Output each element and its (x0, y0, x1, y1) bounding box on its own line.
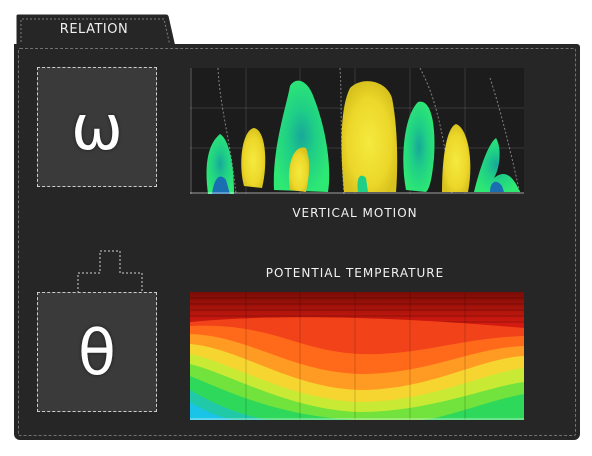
vm-contour-green (474, 138, 520, 192)
vm-contour-green (403, 101, 435, 192)
theta-symbol: θ (78, 315, 116, 389)
tab-shape (15, 13, 177, 48)
omega-symbol-box[interactable]: ω (37, 67, 157, 187)
vm-contour-green (273, 80, 330, 192)
potential-temperature-title: POTENTIAL TEMPERATURE (265, 266, 445, 280)
vertical-motion-title: VERTICAL MOTION (292, 206, 418, 220)
relation-panel: ω θ (14, 44, 580, 440)
potential-temperature-chart (190, 292, 524, 420)
vm-contour-yellow (241, 128, 266, 188)
relation-tab[interactable]: RELATION (14, 12, 177, 48)
vm-contour-green (206, 134, 234, 194)
tab-label: RELATION (59, 22, 129, 37)
vm-contour-yellow (341, 81, 398, 192)
vm-contour-yellow (442, 124, 471, 192)
omega-symbol: ω (71, 90, 123, 164)
vertical-motion-chart (190, 68, 524, 194)
theta-symbol-box[interactable]: θ (37, 292, 157, 412)
